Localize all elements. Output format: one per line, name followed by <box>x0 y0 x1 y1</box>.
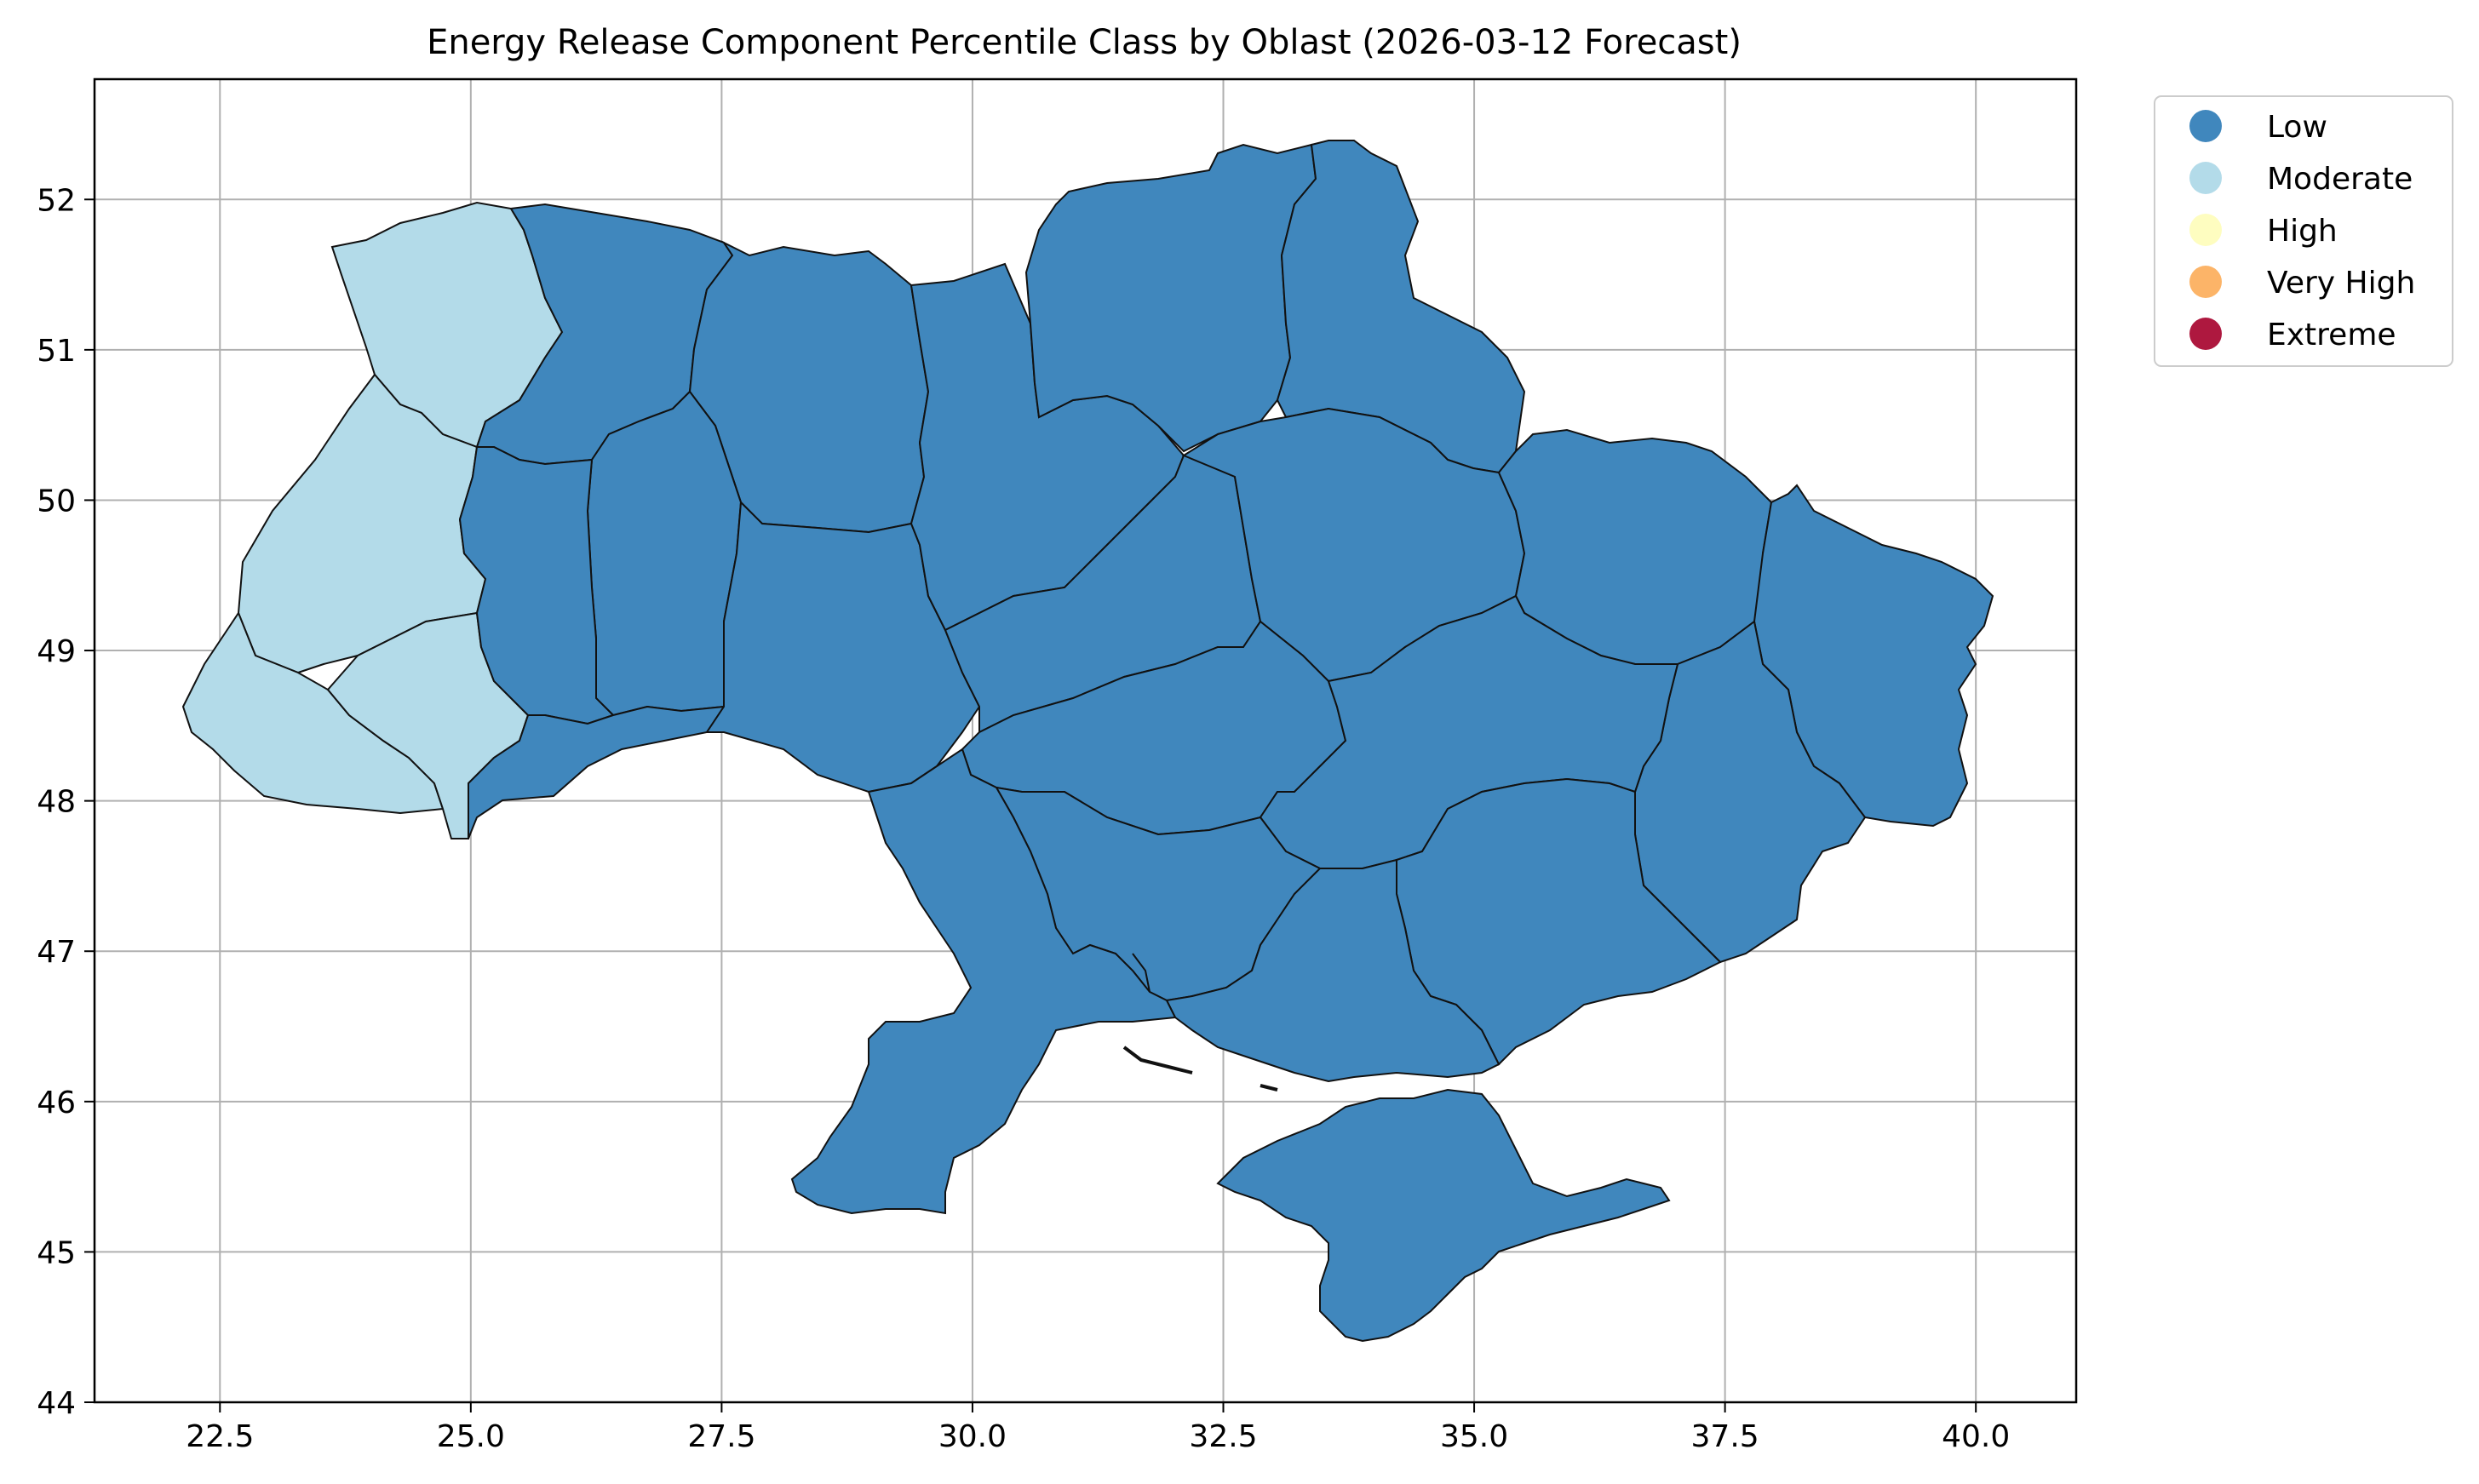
x-tick-label: 27.5 <box>687 1419 755 1454</box>
legend-marker-high <box>2189 214 2222 246</box>
y-tick-label: 48 <box>37 785 76 820</box>
y-tick-label: 50 <box>37 484 76 519</box>
legend-label: Low <box>2267 110 2327 145</box>
legend-marker-low <box>2189 110 2222 142</box>
x-axis: 22.5 25.0 27.5 30.0 32.5 35.0 37.5 40.0 <box>186 1402 2010 1454</box>
x-tick-label: 40.0 <box>1942 1419 2010 1454</box>
plot-frame <box>93 77 2078 1404</box>
crimea-low <box>1216 1088 1671 1343</box>
legend-label: High <box>2267 214 2338 249</box>
x-tick-label: 37.5 <box>1691 1419 1759 1454</box>
legend: Low Moderate High Very High Extreme <box>2154 95 2453 367</box>
oblast-vinnytsia-low <box>705 500 981 794</box>
x-tick-label: 22.5 <box>186 1419 254 1454</box>
sea-border <box>1132 953 1151 993</box>
legend-marker-extreme <box>2189 318 2222 350</box>
y-tick-label: 51 <box>37 334 76 369</box>
y-tick-label: 47 <box>37 935 76 970</box>
oblast-kherson-low <box>1165 858 1501 1083</box>
y-tick-label: 44 <box>37 1386 76 1421</box>
oblast-khmelnytskyi-low <box>586 390 743 717</box>
y-tick-label: 49 <box>37 634 76 669</box>
x-tick-label: 30.0 <box>938 1419 1007 1454</box>
legend-label: Moderate <box>2267 162 2413 197</box>
oblast-odesa-low <box>790 748 1177 1215</box>
legend-marker-very-high <box>2189 266 2222 298</box>
kinburn-spit <box>1122 1046 1193 1074</box>
y-tick-label: 45 <box>37 1235 76 1270</box>
y-tick-label: 46 <box>37 1086 76 1120</box>
y-axis: 44 45 46 47 48 49 50 51 52 <box>37 183 95 1421</box>
x-tick-label: 25.0 <box>437 1419 505 1454</box>
legend-label: Extreme <box>2267 318 2396 352</box>
azov-spit <box>1260 1084 1278 1092</box>
legend-label: Very High <box>2267 266 2415 301</box>
legend-marker-moderate <box>2189 162 2222 194</box>
y-tick-label: 52 <box>37 183 76 218</box>
plot-area: 22.5 25.0 27.5 30.0 32.5 35.0 37.5 40.0 4445464… <box>37 77 2078 1454</box>
x-tick-label: 35.0 <box>1440 1419 1508 1454</box>
map-title: Energy Release Component Percentile Clas… <box>427 23 1742 62</box>
legend-box <box>2154 95 2453 367</box>
x-tick-label: 32.5 <box>1189 1419 1257 1454</box>
